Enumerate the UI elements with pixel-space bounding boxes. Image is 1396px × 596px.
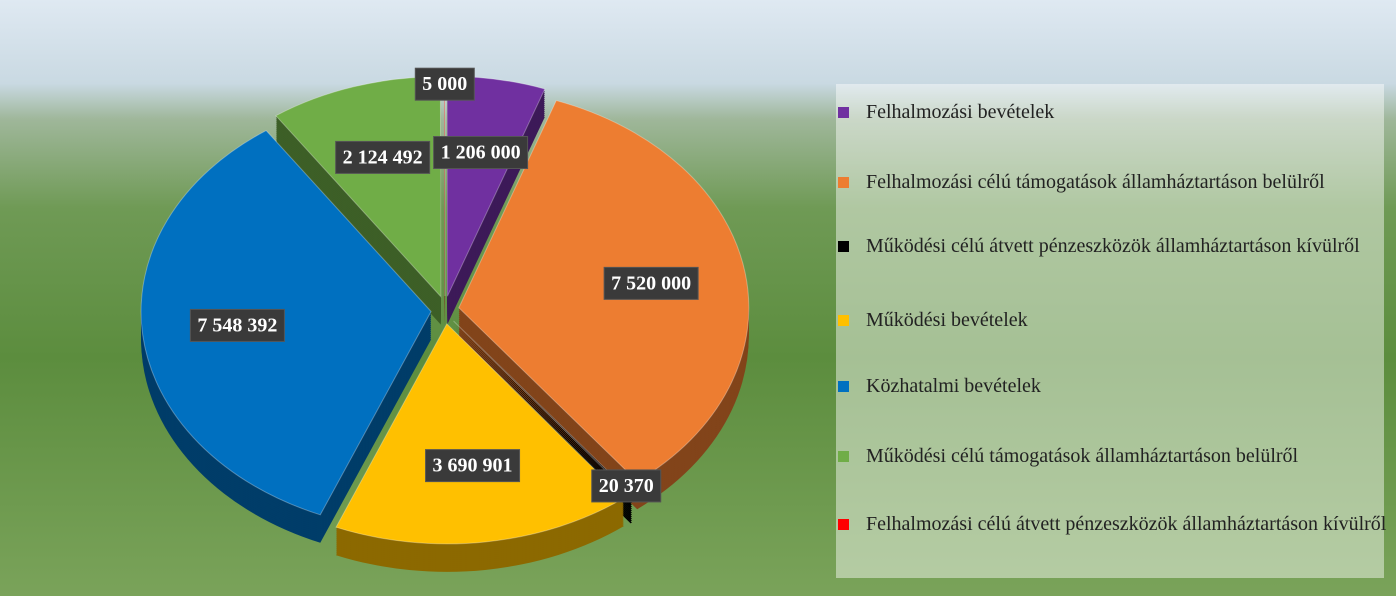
slide: 1 206 000 7 520 000 20 370 3 690 901 7 548 3… [0,0,1396,596]
legend-swatch [838,177,849,188]
legend-item: Működési célú átvett pénzeszközök államh… [836,232,1396,260]
legend-item: Működési bevételek [836,306,1396,334]
legend-label: Működési célú támogatások államháztartás… [866,445,1298,467]
legend-item: Közhatalmi bevételek [836,372,1396,400]
value-label: 20 370 [599,475,654,497]
value-label-box: 1 206 000 [434,137,528,169]
legend-label: Működési célú átvett pénzeszközök államh… [866,235,1360,257]
legend: Felhalmozási bevételek Felhalmozási célú … [836,84,1384,578]
legend-swatch [838,107,849,118]
value-label-box: 7 520 000 [604,267,698,299]
value-label-box: 20 370 [592,470,661,502]
value-label: 1 206 000 [441,142,521,164]
value-label: 7 548 392 [197,314,277,336]
legend-item: Felhalmozási bevételek [836,98,1396,126]
legend-label: Közhatalmi bevételek [866,375,1041,397]
value-label: 7 520 000 [611,272,691,294]
legend-swatch [838,381,849,392]
legend-swatch [838,315,849,326]
legend-item: Működési célú támogatások államháztartás… [836,442,1396,470]
legend-label: Felhalmozási célú átvett pénzeszközök ál… [866,513,1386,535]
legend-label: Felhalmozási célú támogatások államházta… [866,171,1325,193]
value-label-box: 5 000 [415,68,474,100]
legend-item: Felhalmozási célú átvett pénzeszközök ál… [836,510,1396,538]
value-label-box: 3 690 901 [426,450,520,482]
legend-item: Felhalmozási célú támogatások államházta… [836,168,1396,196]
legend-label: Működési bevételek [866,309,1028,331]
legend-swatch [838,241,849,252]
value-label: 5 000 [422,73,467,95]
chart: 1 206 000 7 520 000 20 370 3 690 901 7 548 3… [0,0,830,596]
value-label-box: 7 548 392 [190,309,284,341]
legend-swatch [838,451,849,462]
value-label: 3 690 901 [433,455,513,477]
value-label-box: 2 124 492 [336,141,430,173]
legend-swatch [838,519,849,530]
value-label: 2 124 492 [343,146,423,168]
legend-label: Felhalmozási bevételek [866,101,1054,123]
